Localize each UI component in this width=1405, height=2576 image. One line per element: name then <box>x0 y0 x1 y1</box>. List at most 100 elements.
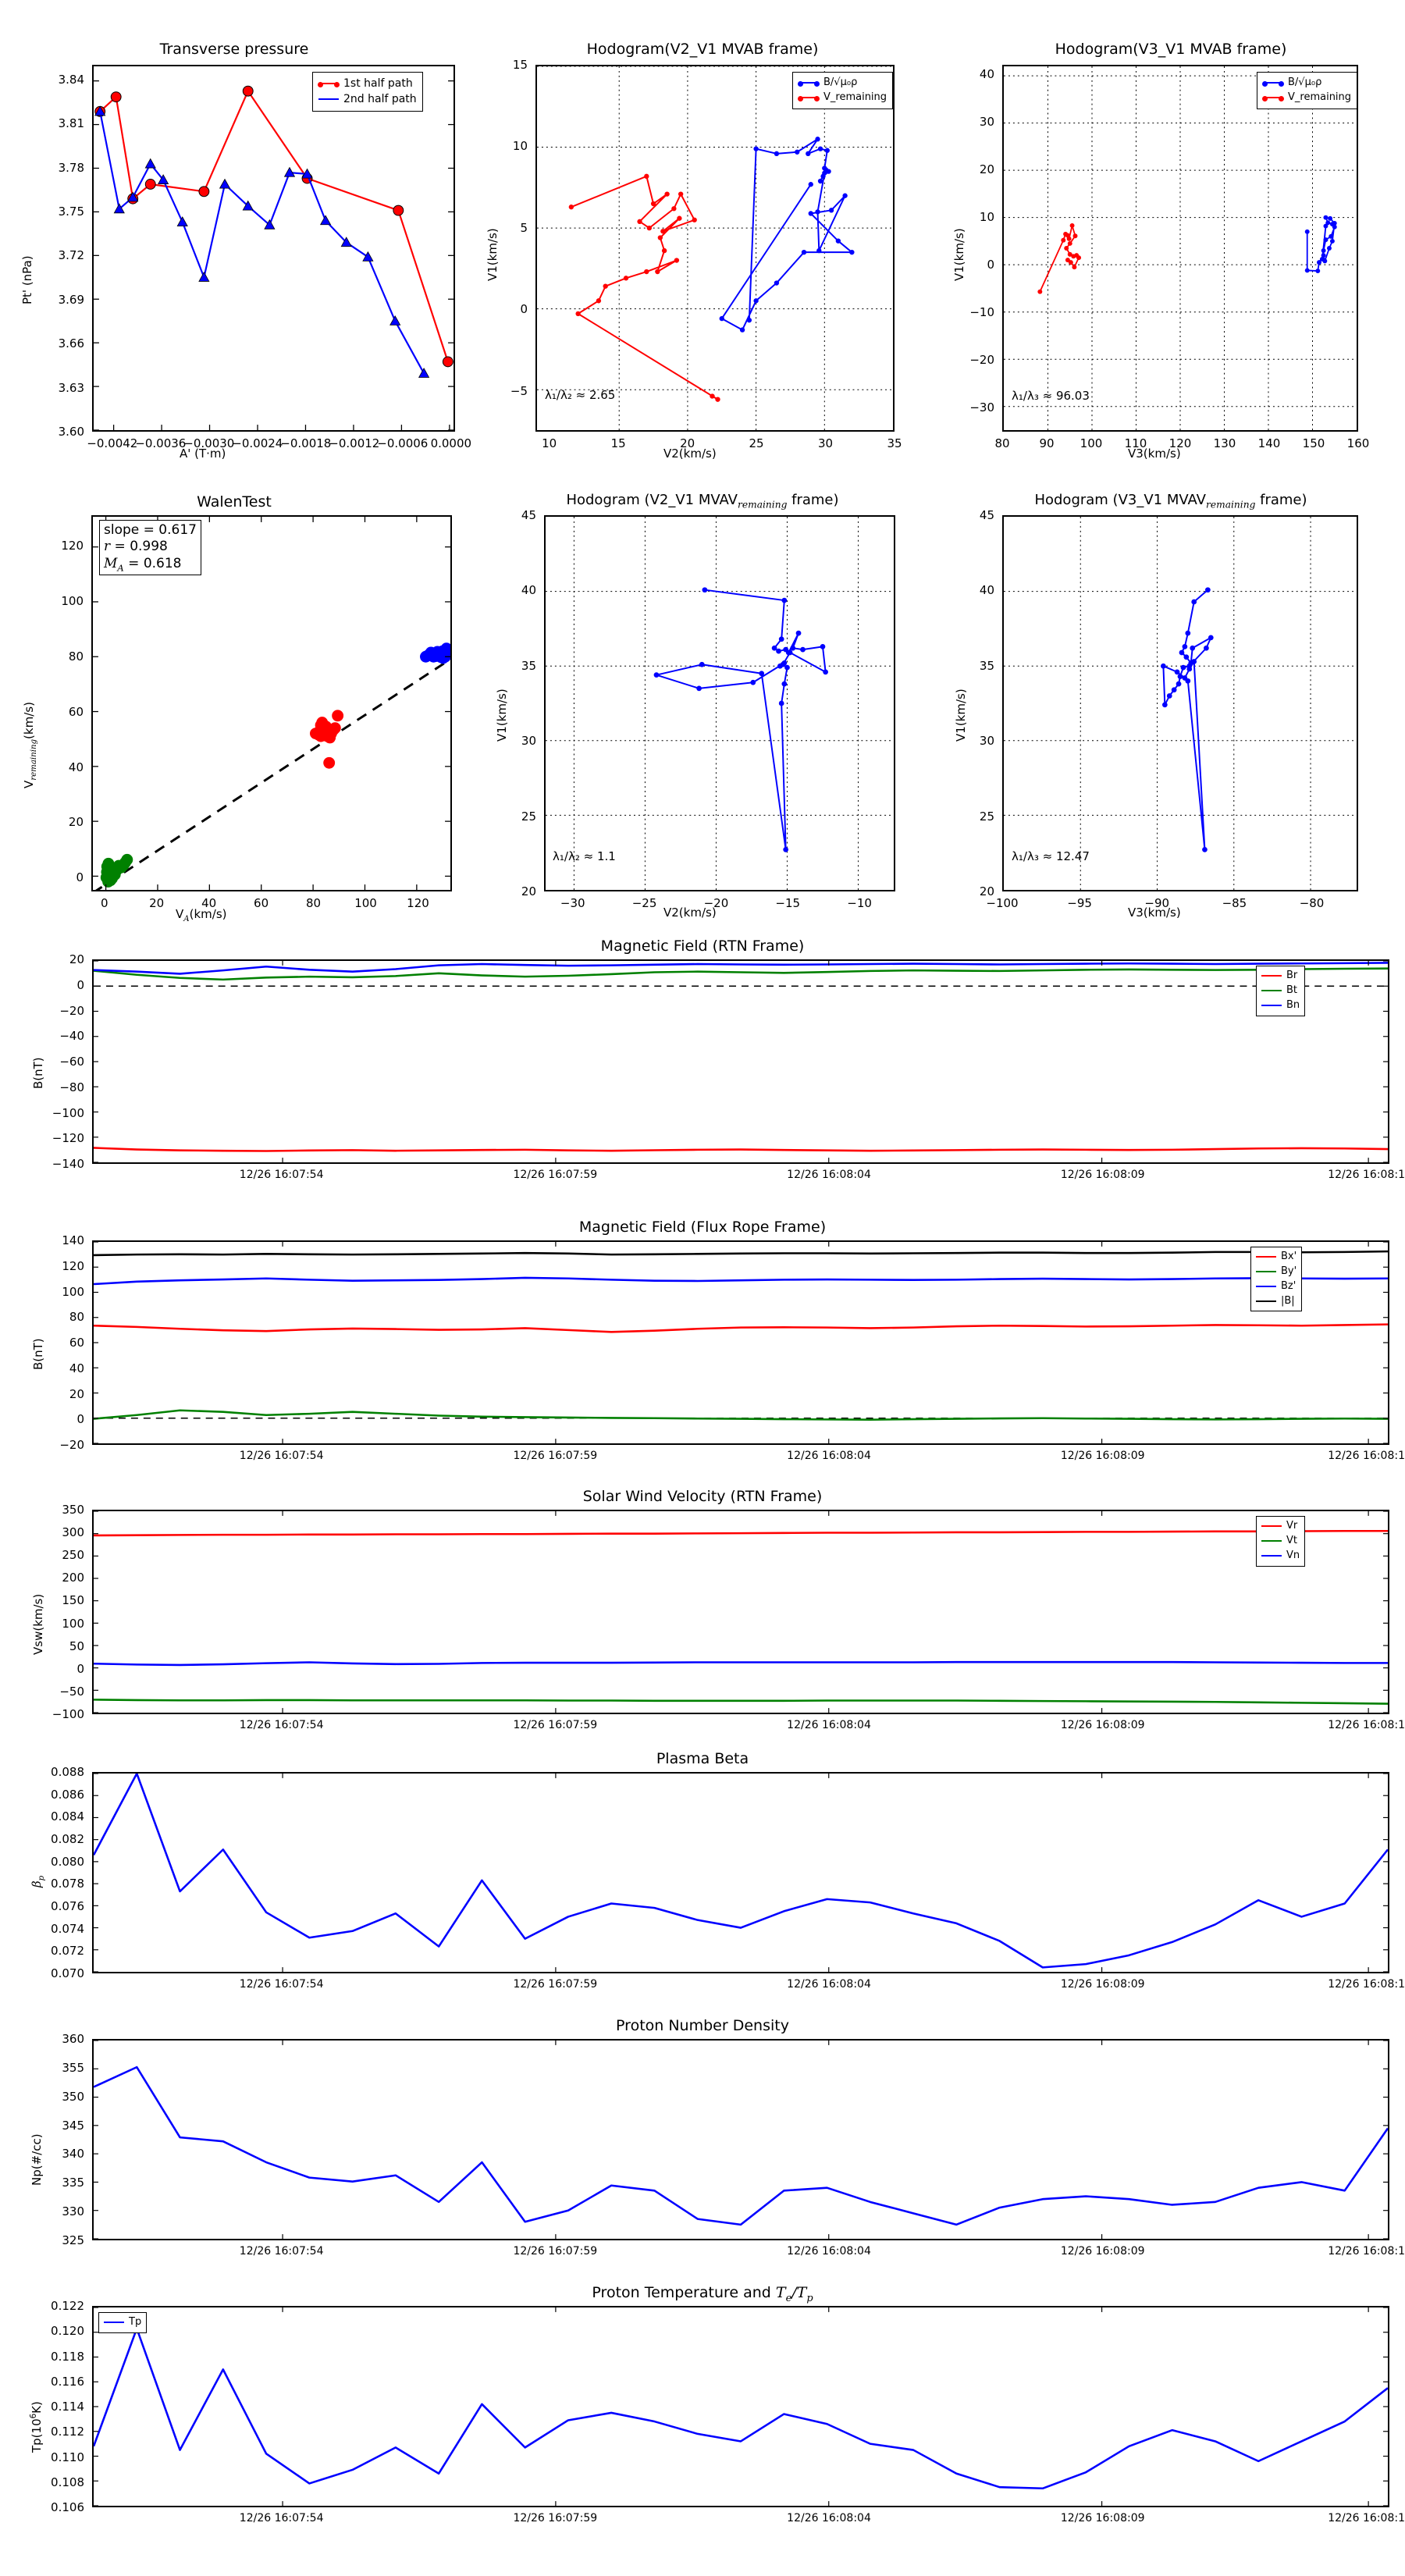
slope-value: slope = 0.617 <box>104 522 197 538</box>
y-axis-tick: −40 <box>59 1029 84 1044</box>
y-axis-tick: −100 <box>52 1105 84 1120</box>
time-axis-tick: 12/26 16:08:04 <box>787 1978 871 1991</box>
y-axis-tick: 350 <box>62 2089 84 2104</box>
legend-label: V_remaining <box>1288 91 1352 103</box>
x-axis-tick: 60 <box>254 896 269 910</box>
time-axis-tick: 12/26 16:08:09 <box>1060 1450 1145 1462</box>
y-axis-tick: 35 <box>979 658 994 673</box>
y-axis-tick: 0.106 <box>51 2500 84 2514</box>
time-axis-tick: 12/26 16:08:09 <box>1060 2245 1145 2258</box>
panel-hodogram-v2v1-mvav: Hodogram (V2_V1 MVAVremaining frame) V1(… <box>468 461 937 920</box>
x-axis-tick: 150 <box>1302 436 1325 450</box>
y-axis-tick: 335 <box>62 2176 84 2190</box>
legend-label: Tp <box>129 2316 142 2328</box>
y-axis-tick: 25 <box>521 809 536 824</box>
y-axis-tick: 0.070 <box>51 1966 84 1980</box>
y-axis-tick: 0.110 <box>51 2450 84 2464</box>
y-axis-tick: 345 <box>62 2118 84 2133</box>
panel-hodogram-v3v1-mvab: Hodogram(V3_V1 MVAB frame) V1(km/s) V3(k… <box>937 0 1405 461</box>
y-axis-tick: 0.112 <box>51 2425 84 2439</box>
y-axis-tick: 0.072 <box>51 1944 84 1959</box>
y-axis-tick: 0 <box>76 870 84 885</box>
x-axis-tick: −0.0030 <box>183 436 235 450</box>
y-axis-tick: 0.116 <box>51 2374 84 2389</box>
plot-area <box>1002 65 1358 432</box>
legend-entry: V_remaining <box>798 91 887 105</box>
y-axis-tick: −60 <box>59 1055 84 1069</box>
x-axis-tick: 0 <box>100 896 108 910</box>
y-axis-tick: 0.122 <box>51 2299 84 2313</box>
y-axis-tick: 0 <box>76 1661 84 1676</box>
x-axis-tick: 40 <box>201 896 217 910</box>
legend-label: Br <box>1286 970 1298 981</box>
y-axis-tick: −5 <box>510 383 528 398</box>
legend-entry: B/√μ₀ρ <box>1262 76 1351 91</box>
plot-area <box>92 959 1389 1164</box>
y-axis-tick: 0.076 <box>51 1899 84 1913</box>
y-axis-tick: 10 <box>512 139 528 154</box>
legend-entry: Vt <box>1261 1534 1300 1549</box>
legend-label: Bx' <box>1281 1251 1297 1262</box>
panel-title: Hodogram(V3_V1 MVAB frame) <box>1055 41 1287 58</box>
y-axis-tick: −10 <box>969 305 994 320</box>
y-axis-tick: 60 <box>69 1336 84 1350</box>
x-axis-tick: 20 <box>680 436 695 450</box>
eigenvalue-ratio-annotation: λ₁/λ₂ ≈ 2.65 <box>545 388 616 402</box>
y-axis-tick: 5 <box>520 220 528 235</box>
y-axis-tick: 355 <box>62 2060 84 2075</box>
legend-entry: Br <box>1261 969 1300 984</box>
alfven-mach-value: MA = 0.618 <box>104 555 182 573</box>
x-axis-tick: −20 <box>703 896 729 910</box>
y-axis-tick: 200 <box>62 1571 84 1585</box>
y-axis-tick: −50 <box>59 1684 84 1699</box>
legend: 1st half path 2nd half path <box>312 72 423 112</box>
y-axis-tick: 3.81 <box>58 116 84 131</box>
time-axis-tick: 12/26 16:07:54 <box>239 1978 324 1991</box>
y-axis-label: V1(km/s) <box>486 228 500 281</box>
time-axis-tick: 12/26 16:08:14 <box>1328 2245 1405 2258</box>
line-icon <box>1256 1256 1276 1258</box>
y-axis-tick: 0.088 <box>51 1765 84 1779</box>
legend-label: Vn <box>1286 1549 1300 1561</box>
line-icon <box>1261 975 1282 977</box>
panel-walen-test: WalenTest Vremaining(km/s) VA(km/s) slop… <box>0 461 468 923</box>
y-axis-tick: −20 <box>59 1003 84 1018</box>
y-axis-tick: 325 <box>62 2233 84 2247</box>
line-icon <box>1256 1271 1276 1273</box>
time-axis-tick: 12/26 16:07:54 <box>239 1719 324 1731</box>
plot-area <box>92 2306 1389 2507</box>
y-axis-tick: 150 <box>62 1593 84 1608</box>
y-axis-tick: −20 <box>59 1438 84 1452</box>
x-axis-tick: 100 <box>354 896 377 910</box>
x-axis-tick: 100 <box>1080 436 1103 450</box>
panel-title: Transverse pressure <box>159 41 309 58</box>
y-axis-tick: 30 <box>979 115 994 130</box>
x-axis-tick: −0.0036 <box>135 436 187 450</box>
legend-entry: By' <box>1256 1265 1297 1279</box>
walen-stats-box: slope = 0.617 r = 0.998 MA = 0.618 <box>99 520 201 576</box>
legend-entry: Vr <box>1261 1519 1300 1534</box>
y-axis-tick: 0 <box>76 1412 84 1427</box>
plot-area <box>92 1772 1389 1973</box>
y-axis-tick: 330 <box>62 2204 84 2219</box>
x-axis-tick: 0.0000 <box>430 436 472 450</box>
line-icon <box>1256 1300 1276 1302</box>
y-axis-tick: 35 <box>521 658 536 673</box>
panel-title: Hodogram(V2_V1 MVAB frame) <box>586 41 819 58</box>
time-axis-tick: 12/26 16:08:04 <box>787 2512 871 2524</box>
legend: Tp <box>98 2312 148 2333</box>
legend: Vr Vt Vn <box>1256 1516 1306 1567</box>
line-icon <box>104 2322 124 2324</box>
y-axis-tick: 3.75 <box>58 205 84 219</box>
y-axis-tick: 3.60 <box>58 425 84 439</box>
x-axis-label: V2(km/s) <box>663 447 717 461</box>
x-axis-tick: −10 <box>847 896 872 910</box>
panel-title: Magnetic Field (RTN Frame) <box>600 938 805 955</box>
time-axis-tick: 12/26 16:07:59 <box>513 1719 598 1731</box>
legend-label: B/√μ₀ρ <box>823 76 858 88</box>
x-axis-tick: −25 <box>631 896 657 910</box>
y-axis-tick: 0.118 <box>51 2349 84 2364</box>
line-marker-icon <box>798 80 820 87</box>
y-axis-tick: 20 <box>521 884 536 898</box>
x-axis-tick: 15 <box>610 436 626 450</box>
